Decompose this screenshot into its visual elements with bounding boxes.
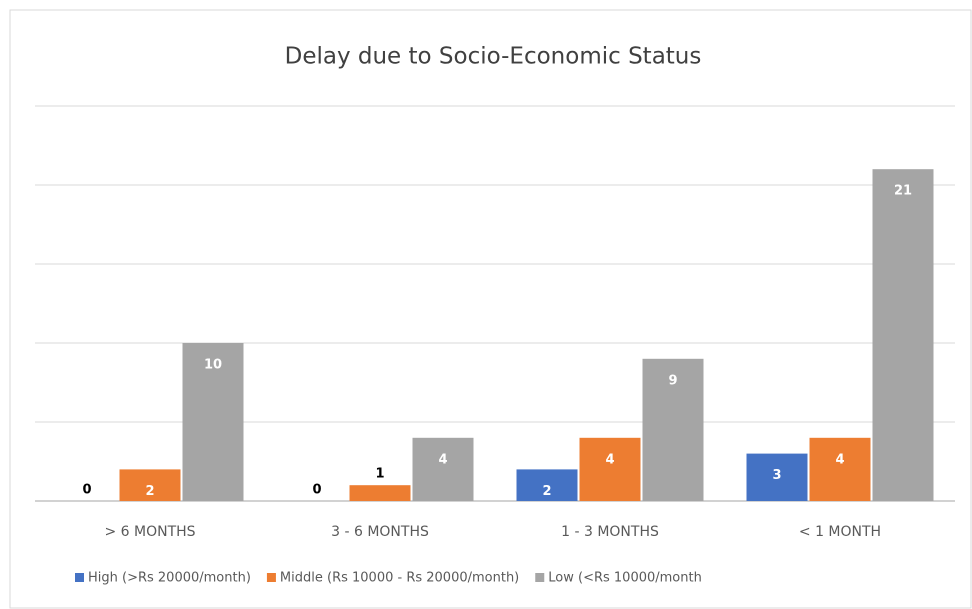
data-label: 4	[438, 452, 447, 467]
bar	[412, 437, 474, 501]
chart-frame	[9, 9, 972, 609]
data-label: 9	[668, 373, 677, 388]
bar	[119, 469, 181, 501]
bar	[516, 469, 578, 501]
data-label: 4	[605, 452, 614, 467]
data-label: 3	[772, 468, 781, 483]
x-tick-label: > 6 MONTHS	[104, 524, 195, 540]
legend-label: High (>Rs 20000/month)	[88, 571, 251, 586]
legend-label: Middle (Rs 10000 - Rs 20000/month)	[280, 571, 519, 586]
bar	[349, 485, 411, 501]
chart-title: Delay due to Socio-Economic Status	[285, 44, 702, 70]
data-label: 4	[835, 452, 844, 467]
data-label: 0	[312, 483, 321, 498]
legend-swatch	[266, 573, 276, 582]
data-label: 1	[375, 467, 384, 482]
bar	[872, 169, 934, 501]
bar	[182, 343, 244, 501]
data-label: 21	[894, 184, 912, 199]
bar	[809, 437, 871, 501]
x-tick-label: 3 - 6 MONTHS	[331, 524, 429, 540]
data-label: 10	[204, 358, 222, 373]
x-tick-label: < 1 MONTH	[799, 524, 881, 540]
legend-label: Low (<Rs 10000/month	[548, 571, 702, 586]
legend-swatch	[75, 573, 84, 582]
x-tick-label: 1 - 3 MONTHS	[561, 524, 659, 540]
bar	[642, 358, 704, 501]
bar	[579, 437, 641, 501]
bar	[746, 453, 808, 501]
data-label: 2	[542, 484, 551, 499]
legend-swatch	[535, 573, 545, 582]
data-label: 0	[82, 483, 91, 498]
data-label: 2	[145, 484, 154, 499]
